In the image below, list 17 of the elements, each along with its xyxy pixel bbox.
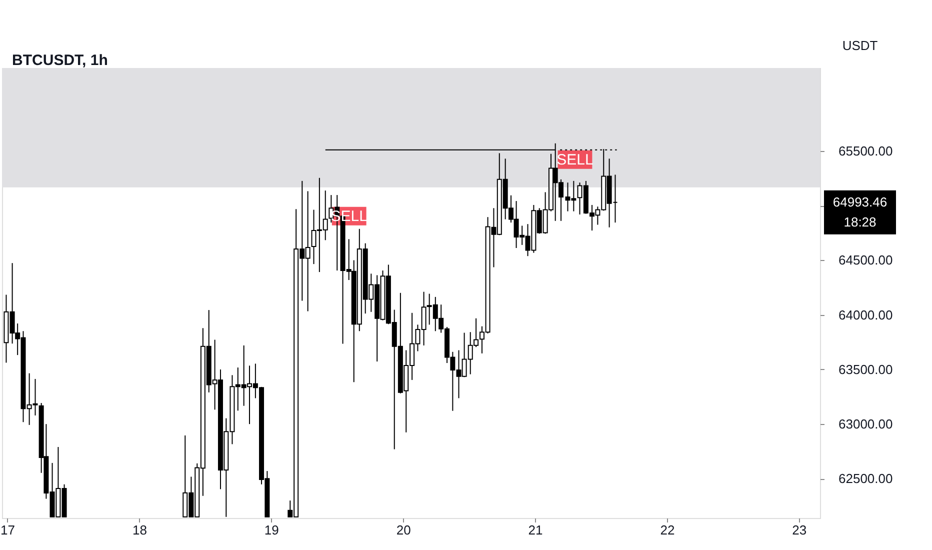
y-axis-title: USDT bbox=[842, 38, 878, 53]
y-tick-label: 62500.00 bbox=[838, 471, 893, 486]
y-tick-label: 65500.00 bbox=[838, 144, 893, 159]
y-tick-label: 64000.00 bbox=[838, 307, 893, 322]
x-tick-label: 19 bbox=[264, 522, 279, 538]
x-tick-label: 23 bbox=[792, 522, 807, 538]
x-tick-label: 18 bbox=[132, 522, 147, 538]
text: 18:28 bbox=[844, 214, 876, 230]
y-tick-label: 63500.00 bbox=[838, 362, 893, 377]
x-tick-label: 20 bbox=[396, 522, 411, 538]
x-tick-label: 17 bbox=[0, 522, 16, 538]
y-tick-label: 63000.00 bbox=[838, 416, 893, 432]
y-tick-label: 64500.00 bbox=[838, 252, 893, 268]
x-tick-label: 21 bbox=[528, 522, 543, 538]
chart-title: BTCUSDT, 1h bbox=[12, 52, 108, 69]
x-tick-label: 22 bbox=[660, 522, 675, 538]
text: 64993.46 bbox=[832, 194, 888, 210]
